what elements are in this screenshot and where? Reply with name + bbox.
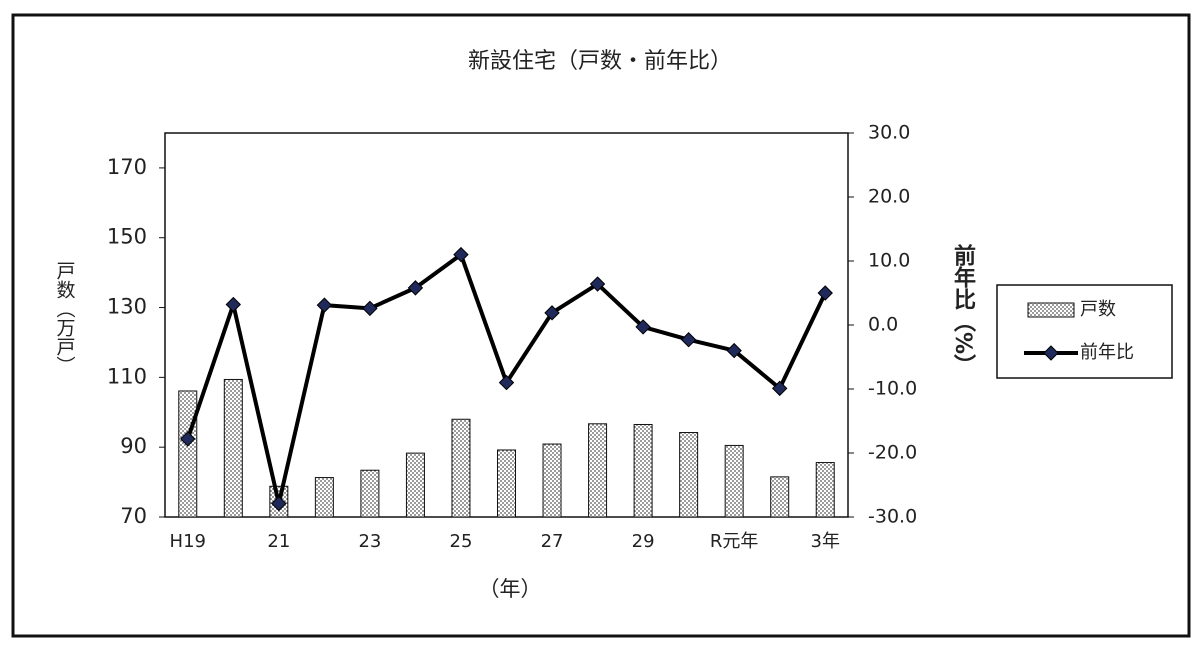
y-tick-label: 170 — [107, 155, 147, 179]
y-tick-label: 70 — [120, 504, 147, 528]
y2-tick-label: -10.0 — [868, 378, 917, 400]
x-tick-label: 23 — [358, 531, 381, 552]
y2-tick-label: 30.0 — [868, 122, 910, 144]
marker — [407, 280, 424, 296]
bar — [451, 418, 471, 518]
marker — [316, 297, 333, 313]
marker — [498, 374, 515, 391]
x-axis-label: （年） — [479, 577, 542, 601]
bar — [724, 444, 744, 518]
legend-marker — [1043, 345, 1059, 361]
y-tick-label: 150 — [107, 225, 147, 249]
marker — [453, 246, 469, 263]
marker — [817, 285, 833, 301]
marker — [771, 380, 788, 397]
marker — [180, 431, 196, 447]
bar — [633, 423, 653, 518]
x-tick-label: 21 — [267, 531, 290, 552]
frame — [11, 13, 1191, 638]
bar — [360, 469, 380, 518]
marker — [589, 276, 606, 292]
chart-title: 新設住宅（戸数・前年比） — [468, 49, 732, 74]
bar — [815, 462, 835, 518]
marker — [271, 495, 287, 512]
x-tick-label: 27 — [541, 531, 564, 552]
y-tick-label: 130 — [107, 295, 147, 319]
bar — [770, 476, 790, 518]
bar — [497, 449, 516, 518]
x-tick-label: 3年 — [811, 531, 840, 552]
marker — [225, 296, 242, 313]
bar — [588, 423, 608, 518]
x-tick-label: 25 — [450, 531, 473, 552]
legend-label: 戸数 — [1080, 299, 1116, 320]
bar — [314, 477, 334, 518]
y2-tick-label: 20.0 — [868, 186, 910, 208]
y2-tick-label: -20.0 — [868, 442, 917, 464]
x-tick-label: R元年 — [710, 531, 759, 552]
bar — [542, 443, 562, 518]
y2-tick-label: 10.0 — [868, 250, 910, 272]
x-tick-label: 29 — [632, 531, 655, 552]
bar — [223, 378, 243, 518]
legend-swatch — [1027, 302, 1075, 318]
y-axis-label: 戸数（万戸） — [54, 261, 76, 375]
marker — [635, 319, 651, 335]
bar — [405, 452, 425, 518]
y-tick-label: 90 — [120, 434, 147, 458]
y-tick-label: 110 — [107, 364, 147, 388]
marker — [680, 332, 697, 348]
y2-axis-label: 前年比（%） — [950, 243, 976, 376]
y2-tick-label: 0.0 — [868, 314, 898, 336]
x-tick-label: H19 — [170, 531, 206, 552]
marker — [726, 342, 742, 359]
marker — [544, 305, 560, 321]
marker — [362, 300, 378, 317]
y2-tick-label: -30.0 — [868, 506, 917, 528]
legend-label: 前年比 — [1080, 342, 1134, 363]
bar — [679, 432, 699, 518]
legend-box — [996, 284, 1173, 379]
bar — [178, 390, 198, 518]
